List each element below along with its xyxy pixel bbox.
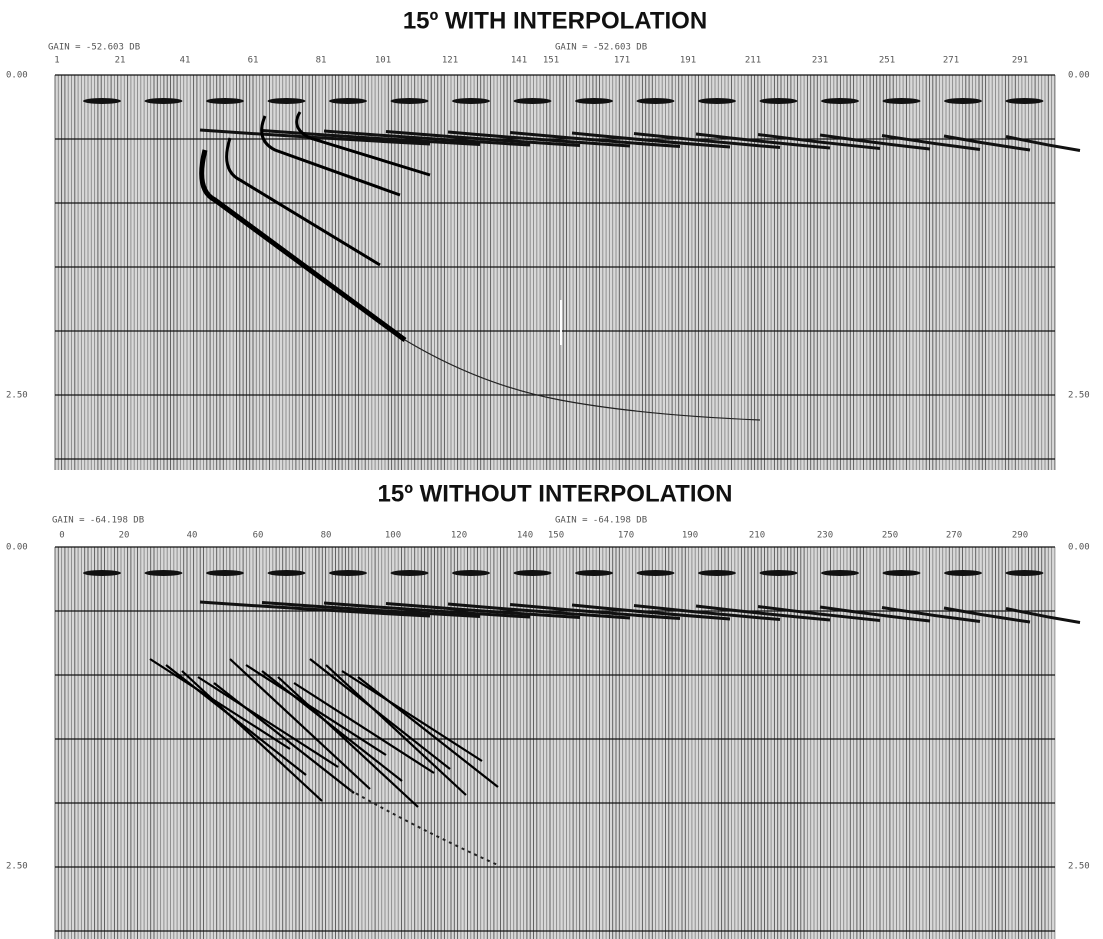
time-label: 2.50 xyxy=(6,862,28,872)
trace-label: 170 xyxy=(618,531,634,541)
wavelet xyxy=(83,570,121,576)
time-label: 0.00 xyxy=(1068,543,1090,553)
wavelet xyxy=(698,570,736,576)
section-background xyxy=(55,547,1055,939)
trace-label: 231 xyxy=(812,56,828,66)
wavelet xyxy=(514,570,552,576)
wavelet xyxy=(1006,98,1044,104)
trace-label: 21 xyxy=(115,56,126,66)
trace-label: 140 xyxy=(517,531,533,541)
trace-label: 81 xyxy=(316,56,327,66)
figure: 15º WITH INTERPOLATION GAIN = -52.603 DB… xyxy=(0,0,1103,939)
wavelet xyxy=(575,98,613,104)
wavelet xyxy=(514,98,552,104)
wavelet xyxy=(760,98,798,104)
wavelet xyxy=(391,570,429,576)
wavelet xyxy=(821,98,859,104)
trace-label: 250 xyxy=(882,531,898,541)
seismic-section xyxy=(55,75,1080,470)
gain-label: GAIN = -64.198 DB xyxy=(52,516,144,526)
gain-label: GAIN = -64.198 DB xyxy=(555,516,647,526)
trace-label: 121 xyxy=(442,56,458,66)
wavelet xyxy=(145,570,183,576)
trace-label: 0 xyxy=(59,531,64,541)
wavelet xyxy=(883,98,921,104)
wavelet xyxy=(1006,570,1044,576)
trace-label: 150 xyxy=(548,531,564,541)
wavelet xyxy=(698,98,736,104)
time-label: 0.00 xyxy=(6,543,28,553)
wavelet xyxy=(821,570,859,576)
time-label: 2.50 xyxy=(1068,862,1090,872)
gain-label: GAIN = -52.603 DB xyxy=(555,43,647,53)
trace-label: 60 xyxy=(253,531,264,541)
trace-label: 41 xyxy=(180,56,191,66)
wavelet xyxy=(637,98,675,104)
trace-label: 120 xyxy=(451,531,467,541)
trace-label: 1 xyxy=(54,56,59,66)
wavelet xyxy=(268,570,306,576)
time-label: 0.00 xyxy=(6,71,28,81)
section-background xyxy=(55,75,1055,470)
wavelet xyxy=(944,570,982,576)
trace-label: 80 xyxy=(321,531,332,541)
panel-title: 15º WITHOUT INTERPOLATION xyxy=(378,480,733,507)
trace-label: 141 xyxy=(511,56,527,66)
panel-top: 15º WITH INTERPOLATION GAIN = -52.603 DB… xyxy=(6,7,1090,470)
wavelet xyxy=(944,98,982,104)
wavelet xyxy=(329,98,367,104)
panel-title: 15º WITH INTERPOLATION xyxy=(403,7,707,34)
trace-label: 230 xyxy=(817,531,833,541)
wavelet xyxy=(575,570,613,576)
wavelet xyxy=(206,98,244,104)
trace-label: 100 xyxy=(385,531,401,541)
wavelet xyxy=(268,98,306,104)
trace-label: 171 xyxy=(614,56,630,66)
wavelet xyxy=(391,98,429,104)
trace-label: 151 xyxy=(543,56,559,66)
wavelet xyxy=(206,570,244,576)
panel-bottom: 15º WITHOUT INTERPOLATION GAIN = -64.198… xyxy=(6,480,1090,939)
trace-label: 251 xyxy=(879,56,895,66)
wavelet xyxy=(452,98,490,104)
time-label: 2.50 xyxy=(1068,391,1090,401)
gain-label: GAIN = -52.603 DB xyxy=(48,43,140,53)
trace-label: 40 xyxy=(187,531,198,541)
wavelet xyxy=(83,98,121,104)
trace-label: 291 xyxy=(1012,56,1028,66)
wavelet xyxy=(637,570,675,576)
trace-label: 191 xyxy=(680,56,696,66)
trace-label: 20 xyxy=(119,531,130,541)
wavelet xyxy=(452,570,490,576)
trace-label: 270 xyxy=(946,531,962,541)
time-label: 2.50 xyxy=(6,391,28,401)
time-label: 0.00 xyxy=(1068,71,1090,81)
trace-label: 211 xyxy=(745,56,761,66)
wavelet xyxy=(145,98,183,104)
trace-label: 101 xyxy=(375,56,391,66)
seismic-section xyxy=(55,547,1080,939)
trace-label: 61 xyxy=(248,56,259,66)
wavelet xyxy=(760,570,798,576)
wavelet xyxy=(329,570,367,576)
trace-label: 210 xyxy=(749,531,765,541)
trace-label: 271 xyxy=(943,56,959,66)
trace-label: 190 xyxy=(682,531,698,541)
wavelet xyxy=(883,570,921,576)
trace-label: 290 xyxy=(1012,531,1028,541)
